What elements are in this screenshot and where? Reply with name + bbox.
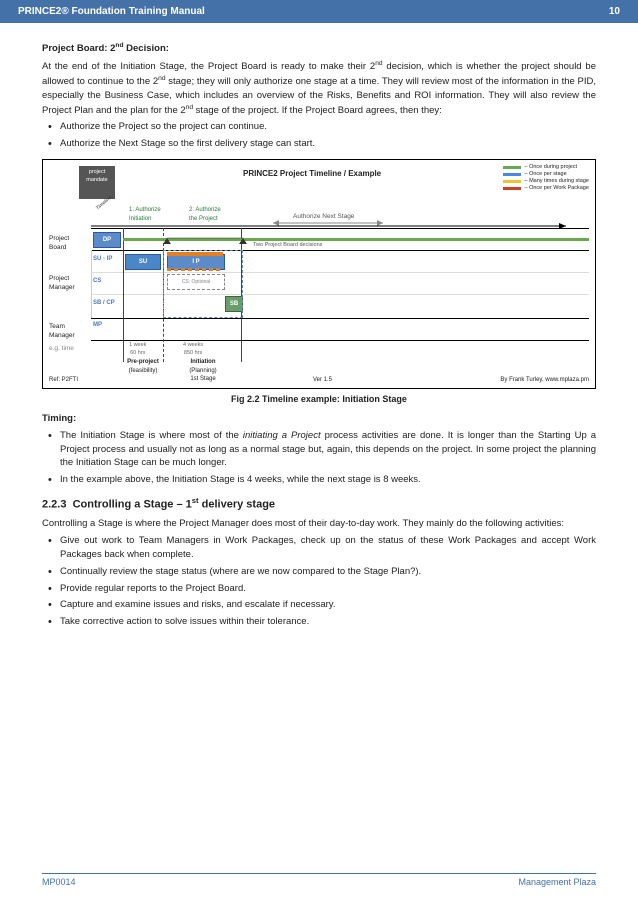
list-item: In the example above, the Initiation Sta…	[42, 473, 596, 487]
diagram-legend: – Once during project – Once per stage –…	[503, 164, 589, 193]
section-223-bullets: Give out work to Team Managers in Work P…	[42, 534, 596, 629]
page-header: PRINCE2® Foundation Training Manual 10	[0, 0, 638, 23]
list-item: Provide regular reports to the Project B…	[42, 582, 596, 596]
list-item: Authorize the Next Stage so the first de…	[42, 137, 596, 151]
dp-box: DP	[93, 232, 121, 248]
page-content: Project Board: 2nd Decision: At the end …	[0, 23, 638, 629]
section-heading: Project Board: 2nd Decision:	[42, 41, 596, 56]
row-sublabel: CS	[93, 277, 101, 286]
initiation-label: Initiation(Planning)1st Stage	[173, 358, 233, 384]
figure-caption: Fig 2.2 Timeline example: Initiation Sta…	[42, 393, 596, 406]
row-sublabel: SU - IP	[93, 255, 112, 264]
section-para: At the end of the Initiation Stage, the …	[42, 59, 596, 118]
two-decisions-label: Two Project Board decisions	[253, 242, 322, 250]
timing-heading: Timing:	[42, 412, 596, 426]
time-estimate-1: 1 week60 hrs	[129, 342, 146, 358]
row-sublabel: SB / CP	[93, 299, 115, 308]
list-item: Authorize the Project so the project can…	[42, 120, 596, 134]
diagram-title: PRINCE2 Project Timeline / Example	[243, 168, 381, 180]
page-footer: MP0014 Management Plaza	[0, 877, 638, 887]
list-item: Take corrective action to solve issues w…	[42, 615, 596, 629]
row-label: TeamManager	[49, 322, 87, 341]
legend-item: – Many times during stage	[524, 178, 589, 185]
su-box: SU	[125, 254, 161, 270]
section-223-heading: 2.2.3 Controlling a Stage – 1st delivery…	[42, 495, 596, 514]
row-label: ProjectManager	[49, 274, 87, 293]
list-item: Continually review the stage status (whe…	[42, 565, 596, 579]
timing-bullets: The Initiation Stage is where most of th…	[42, 429, 596, 487]
list-item: The Initiation Stage is where most of th…	[42, 429, 596, 470]
footer-left: MP0014	[42, 877, 76, 887]
diagram-author: By Frank Turley, www.mplaza.pm	[500, 376, 589, 385]
list-item: Give out work to Team Managers in Work P…	[42, 534, 596, 562]
row-label: ProjectBoard	[49, 234, 87, 253]
legend-item: – Once during project	[524, 164, 577, 171]
diagram-ref: Ref: P2FTI	[49, 376, 78, 385]
page-number: 10	[609, 6, 620, 17]
legend-item: – Once per Work Package	[524, 185, 588, 192]
list-item: Capture and examine issues and risks, an…	[42, 598, 596, 612]
legend-item: – Once per stage	[524, 171, 566, 178]
row-sublabel: MP	[93, 321, 102, 330]
section-bullets: Authorize the Project so the project can…	[42, 120, 596, 151]
doc-title: PRINCE2® Foundation Training Manual	[18, 6, 205, 17]
footer-right: Management Plaza	[518, 877, 596, 887]
timeline-diagram: projectmandate PRINCE2 Project Timeline …	[42, 159, 596, 389]
decision-marker-icon	[161, 230, 251, 246]
time-estimate-2: 4 weeks850 hrs	[183, 342, 203, 358]
eg-time-label: e.g. time	[49, 344, 87, 353]
diagram-ver: Ver 1.5	[313, 376, 332, 385]
preproject-label: Pre-project(feasibility)	[121, 358, 165, 375]
timeline-arrow-icon	[91, 200, 571, 230]
section-223-para: Controlling a Stage is where the Project…	[42, 517, 596, 531]
